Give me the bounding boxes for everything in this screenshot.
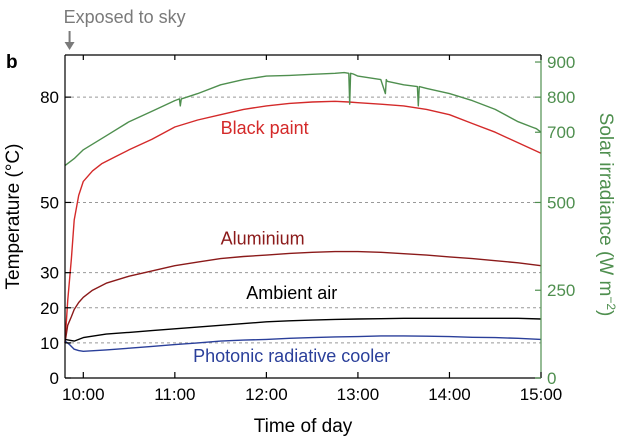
y-tick-label-left: 50 (40, 193, 59, 212)
x-tick-label: 12:00 (245, 385, 288, 404)
series-lines (64, 71, 542, 352)
y-tick-label-left: 80 (40, 88, 59, 107)
y-tick-label-right: 250 (547, 281, 575, 300)
series-line (64, 317, 542, 342)
x-tick-label: 13:00 (337, 385, 380, 404)
y-axis-title-left: Temperature (°C) (3, 144, 24, 290)
series-line (64, 335, 542, 352)
y-tick-label-left: 30 (40, 264, 59, 283)
y-tick-label-left: 20 (40, 299, 59, 318)
annotation-exposed-to-sky: Exposed to sky (64, 7, 186, 27)
y-tick-label-right: 900 (547, 53, 575, 72)
series-label: Black paint (221, 118, 309, 138)
axes (64, 54, 542, 379)
series-line (64, 71, 542, 167)
series-label: Ambient air (246, 283, 337, 303)
x-tick-label: 11:00 (154, 385, 195, 404)
x-tick-label: 14:00 (428, 385, 471, 404)
y-tick-label-right: 700 (547, 123, 575, 142)
series-label: Aluminium (221, 229, 305, 249)
y-tick-label-right: 800 (547, 88, 575, 107)
x-tick-label: 10:00 (62, 385, 105, 404)
x-tick-label: 15:00 (520, 385, 563, 404)
y-tick-label-right: 0 (547, 369, 556, 388)
series-line (64, 100, 542, 343)
y-tick-label-right: 500 (547, 193, 575, 212)
series-line (64, 250, 542, 344)
x-axis-title: Time of day (254, 416, 353, 437)
y-tick-label-left: 0 (50, 369, 59, 388)
y-tick-label-left: 10 (40, 334, 59, 353)
y-axis-title-right: Solar irradiance (W m−2) (595, 113, 618, 317)
series-label: Photonic radiative cooler (193, 346, 390, 366)
text-labels: 10:00 11:00 12:00 13:00 14:00 15:000102030508… (3, 7, 618, 437)
panel-label: b (6, 52, 18, 73)
annotation-arrow-head (64, 42, 75, 50)
